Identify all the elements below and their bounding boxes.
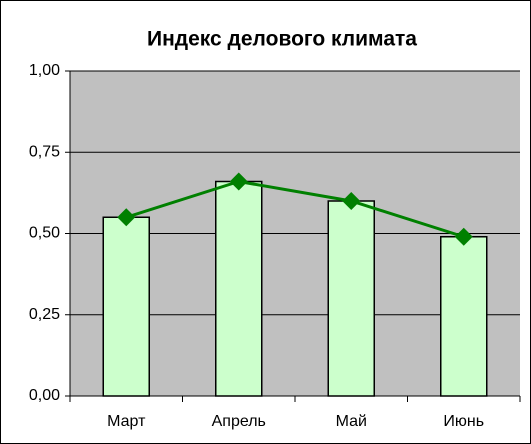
bar [215, 180, 263, 397]
y-tick-label: 0,75 [29, 143, 60, 160]
y-tick-label: 0,00 [29, 387, 60, 404]
x-tick-label: Июнь [443, 413, 484, 430]
marker [342, 192, 361, 210]
bar [327, 200, 375, 397]
bar [102, 216, 150, 397]
chart-title: Индекс делового климата [147, 28, 417, 51]
line [125, 179, 465, 239]
y-tick-label: 0,25 [29, 306, 60, 323]
x-tick-label: Май [336, 413, 367, 430]
marker [117, 208, 136, 227]
y-tick-label: 1,00 [29, 62, 60, 79]
y-tick-label: 0,50 [29, 225, 60, 242]
marker [229, 172, 248, 191]
x-tick-label: Март [107, 413, 146, 430]
x-tick-label: Апрель [212, 413, 266, 430]
bar [440, 236, 488, 397]
marker [454, 227, 473, 246]
